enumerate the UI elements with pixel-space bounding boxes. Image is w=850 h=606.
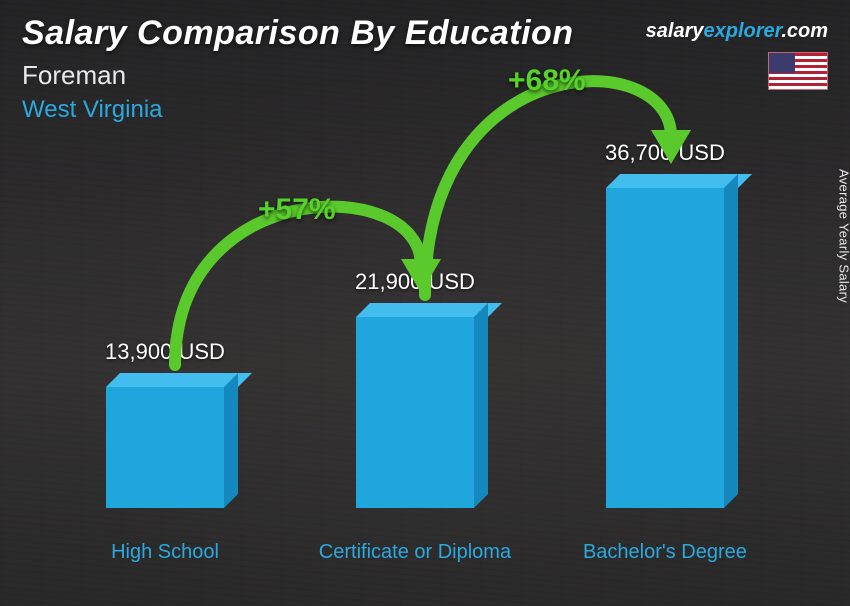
content-layer: Salary Comparison By Education Foreman W… xyxy=(0,0,850,606)
subtitle-role: Foreman xyxy=(22,60,126,91)
brand-suffix: .com xyxy=(781,20,828,42)
flag-icon xyxy=(768,52,828,90)
bar-chart: 13,900 USDHigh School21,900 USDCertifica… xyxy=(40,140,790,570)
arrow-icon xyxy=(40,140,790,570)
y-axis-label: Average Yearly Salary xyxy=(837,169,850,303)
brand-logo: salaryexplorer.com xyxy=(646,20,828,43)
brand-part2: explorer xyxy=(703,20,781,42)
percent-increase-label: +68% xyxy=(508,64,586,98)
increase-arrow: +68% xyxy=(40,140,790,570)
brand-part1: salary xyxy=(646,20,704,42)
subtitle-region: West Virginia xyxy=(22,96,163,124)
chart-title: Salary Comparison By Education xyxy=(22,14,574,53)
